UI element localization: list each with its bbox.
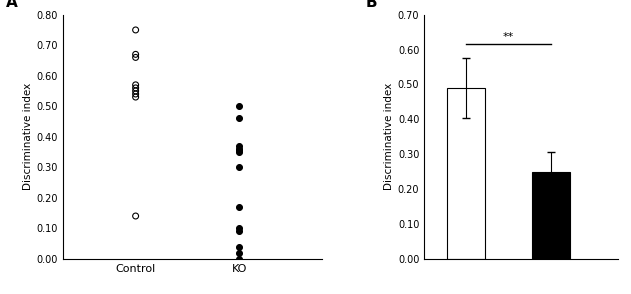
Text: A: A	[6, 0, 18, 10]
Point	[131, 86, 141, 90]
Point	[131, 95, 141, 99]
Text: B: B	[366, 0, 377, 10]
Point	[234, 226, 244, 230]
Point	[234, 116, 244, 121]
Point	[131, 83, 141, 87]
Y-axis label: Discriminative index: Discriminative index	[23, 83, 33, 190]
Point	[234, 148, 244, 153]
Point	[131, 88, 141, 93]
Point	[234, 256, 244, 261]
Point	[234, 244, 244, 249]
Point	[234, 147, 244, 151]
Point	[234, 104, 244, 108]
Point	[234, 165, 244, 170]
Bar	[532, 172, 570, 259]
Point	[234, 205, 244, 209]
Text: **: **	[503, 31, 514, 41]
Point	[131, 55, 141, 60]
Point	[234, 150, 244, 154]
Point	[234, 143, 244, 148]
Point	[131, 52, 141, 57]
Y-axis label: Discriminative index: Discriminative index	[384, 83, 394, 190]
Point	[131, 28, 141, 32]
Bar	[447, 88, 485, 259]
Point	[131, 214, 141, 218]
Point	[234, 250, 244, 255]
Point	[131, 92, 141, 96]
Point	[234, 229, 244, 234]
